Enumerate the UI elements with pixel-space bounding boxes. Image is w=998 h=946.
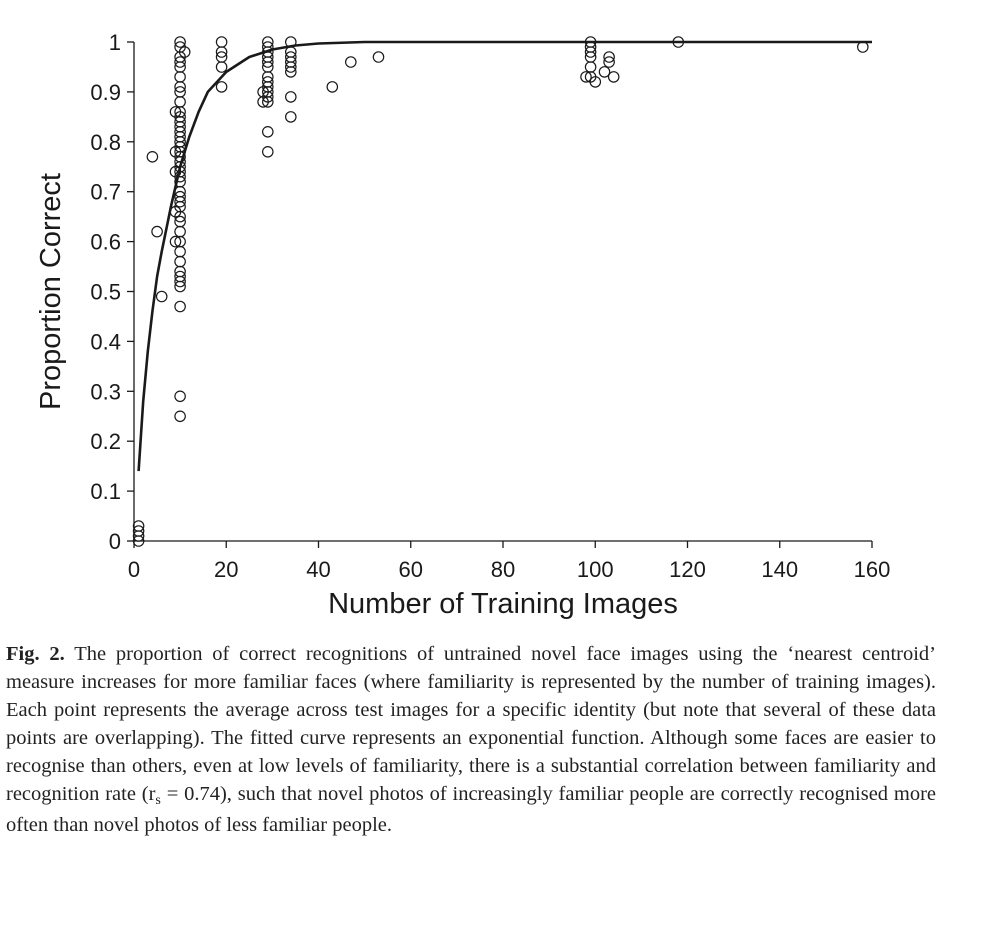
figure-caption: Fig. 2. The proportion of correct recogn… bbox=[6, 640, 936, 839]
data-point bbox=[174, 245, 186, 258]
data-point bbox=[174, 81, 186, 93]
data-point bbox=[174, 280, 186, 293]
data-point bbox=[261, 96, 274, 108]
data-point bbox=[174, 56, 186, 68]
y-tick-label: 0.2 bbox=[90, 429, 121, 454]
data-point bbox=[174, 255, 186, 268]
data-point bbox=[261, 146, 274, 158]
data-point bbox=[174, 36, 186, 48]
data-point bbox=[261, 91, 274, 103]
y-tick-label: 0.5 bbox=[90, 280, 121, 305]
y-tick-label: 0.7 bbox=[90, 180, 121, 205]
data-point bbox=[178, 46, 191, 58]
data-point bbox=[603, 56, 615, 68]
x-tick-label: 40 bbox=[306, 557, 330, 582]
data-point bbox=[598, 66, 611, 78]
x-tick-label: 80 bbox=[491, 557, 515, 582]
x-tick-label: 100 bbox=[577, 557, 614, 582]
y-tick-label: 0.4 bbox=[90, 329, 121, 354]
data-point bbox=[215, 61, 228, 73]
y-tick-label: 0.8 bbox=[90, 130, 121, 155]
data-point bbox=[155, 290, 168, 303]
data-point bbox=[584, 46, 597, 58]
data-point bbox=[151, 225, 163, 238]
scatter-plot: 0 0.1 0.2 0.3 0.4 0.5 0.6 0.7 0.8 0.9 1 0 20 40 60 80 10… bbox=[35, 30, 890, 620]
data-point bbox=[344, 56, 357, 68]
y-tick-label: 0.9 bbox=[90, 80, 121, 105]
axes bbox=[127, 41, 873, 548]
fitted-curve bbox=[137, 40, 872, 472]
x-tick-label: 20 bbox=[214, 557, 238, 582]
data-point bbox=[672, 36, 685, 48]
figure-chart: 0 0.1 0.2 0.3 0.4 0.5 0.6 0.7 0.8 0.9 1 0 20 40 60 80 10… bbox=[35, 30, 890, 620]
caption-text: The proportion of correct recognitions o… bbox=[6, 643, 936, 805]
data-points bbox=[132, 36, 869, 547]
data-point bbox=[603, 51, 615, 63]
figure-label: Fig. 2. bbox=[6, 643, 65, 665]
data-point bbox=[174, 225, 186, 238]
caption-subscript: s bbox=[155, 793, 161, 808]
x-tick-label: 120 bbox=[669, 557, 706, 582]
data-point bbox=[589, 76, 602, 88]
data-point bbox=[132, 530, 145, 542]
data-point bbox=[326, 81, 339, 93]
y-tick-label: 0 bbox=[109, 529, 121, 554]
y-tick-label: 0.1 bbox=[90, 479, 121, 504]
data-point bbox=[215, 81, 228, 93]
y-tick-label: 0.3 bbox=[90, 379, 121, 404]
data-point bbox=[132, 535, 145, 547]
data-point bbox=[261, 56, 274, 68]
data-point bbox=[215, 46, 228, 58]
x-tick-label: 0 bbox=[128, 557, 140, 582]
data-point bbox=[580, 71, 592, 83]
data-point bbox=[174, 300, 186, 313]
data-point bbox=[284, 61, 297, 73]
data-point bbox=[174, 96, 186, 108]
y-axis-label: Proportion Correct bbox=[35, 173, 67, 410]
data-point bbox=[174, 275, 186, 288]
data-point bbox=[607, 71, 620, 83]
data-point bbox=[174, 195, 186, 208]
y-tick-label: 0.6 bbox=[90, 230, 121, 255]
y-tick-label: 1 bbox=[109, 30, 121, 55]
data-point bbox=[169, 235, 182, 248]
data-point bbox=[261, 126, 274, 138]
data-point bbox=[856, 41, 869, 53]
data-point bbox=[146, 151, 159, 163]
data-point bbox=[584, 61, 597, 73]
data-point bbox=[174, 390, 186, 403]
data-point bbox=[174, 410, 186, 423]
data-point bbox=[215, 36, 228, 48]
caption-text-end: = 0.74), such that novel photos of incre… bbox=[6, 783, 937, 836]
x-tick-label: 140 bbox=[761, 557, 798, 582]
x-axis-label: Number of Training Images bbox=[328, 588, 678, 620]
data-point bbox=[284, 91, 297, 103]
x-tick-label: 160 bbox=[854, 557, 891, 582]
data-point bbox=[284, 111, 297, 123]
tick-labels: 0 0.1 0.2 0.3 0.4 0.5 0.6 0.7 0.8 0.9 1 0 20 40 60 80 10… bbox=[90, 30, 890, 582]
data-point bbox=[284, 66, 297, 78]
data-point bbox=[174, 210, 186, 223]
data-point bbox=[174, 71, 186, 83]
data-point bbox=[372, 51, 385, 63]
fitted-curve-layer bbox=[137, 40, 872, 472]
x-tick-label: 60 bbox=[399, 557, 423, 582]
data-point bbox=[174, 170, 186, 183]
